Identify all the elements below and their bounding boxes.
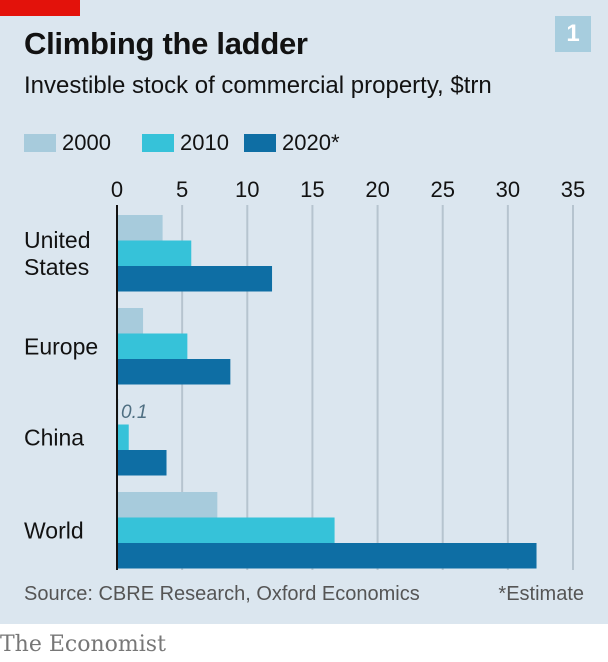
category-label-europe: Europe <box>24 333 98 359</box>
chart-title: Climbing the ladder <box>24 26 308 61</box>
category-label-united-states: States <box>24 254 89 280</box>
category-label-world: World <box>24 517 84 543</box>
bar-europe-2000 <box>117 308 144 334</box>
legend-label-2000: 2000 <box>62 130 111 155</box>
legend-item-2020: 2020* <box>244 130 340 156</box>
bar-world-2010 <box>117 517 335 543</box>
bar-china-2010 <box>117 424 129 450</box>
source-note: Source: CBRE Research, Oxford Economics <box>24 583 420 605</box>
bar-united-states-2020 <box>117 266 273 292</box>
brand-wordmark: The Economist <box>0 632 166 657</box>
bar-world-2020 <box>117 543 537 569</box>
estimate-note: *Estimate <box>498 583 584 605</box>
x-tick-label-25: 25 <box>430 177 454 202</box>
chart-subtitle: Investible stock of commercial property,… <box>24 72 492 99</box>
legend-item-2010: 2010 <box>142 130 229 156</box>
x-tick-label-30: 30 <box>496 177 520 202</box>
legend-item-2000: 2000 <box>24 130 111 156</box>
data-label-china-2000: 0.1 <box>121 402 147 423</box>
legend-swatch-2020 <box>244 134 276 152</box>
bar-world-2000 <box>117 492 218 518</box>
bar-united-states-2010 <box>117 240 192 266</box>
x-tick-label-5: 5 <box>176 177 188 202</box>
bar-united-states-2000 <box>117 215 163 241</box>
category-label-united-states: United <box>24 227 90 253</box>
chart-number-badge: 1 <box>555 16 591 52</box>
red-tag <box>0 0 80 16</box>
category-label-china: China <box>24 424 84 450</box>
bar-europe-2020 <box>117 359 231 385</box>
legend-label-2010: 2010 <box>180 130 229 155</box>
legend-swatch-2000 <box>24 134 56 152</box>
x-tick-label-35: 35 <box>561 177 585 202</box>
x-tick-label-0: 0 <box>111 177 123 202</box>
bar-europe-2010 <box>117 333 188 359</box>
legend-label-2020: 2020* <box>282 130 340 155</box>
bar-china-2020 <box>117 450 167 476</box>
legend-swatch-2010 <box>142 134 174 152</box>
x-tick-label-20: 20 <box>365 177 389 202</box>
x-tick-label-15: 15 <box>300 177 324 202</box>
x-tick-label-10: 10 <box>235 177 259 202</box>
